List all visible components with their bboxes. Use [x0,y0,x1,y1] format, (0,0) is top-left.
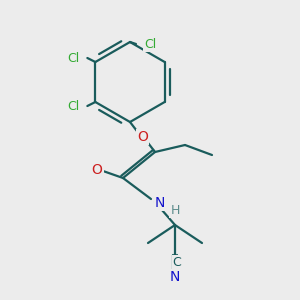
Text: Cl: Cl [144,38,156,50]
Text: Cl: Cl [67,100,80,112]
Text: O: O [137,130,148,144]
Text: N: N [170,270,180,284]
Text: O: O [92,163,102,177]
Text: H: H [170,203,180,217]
Text: C: C [172,256,182,268]
Text: N: N [155,196,165,210]
Text: Cl: Cl [67,52,80,64]
